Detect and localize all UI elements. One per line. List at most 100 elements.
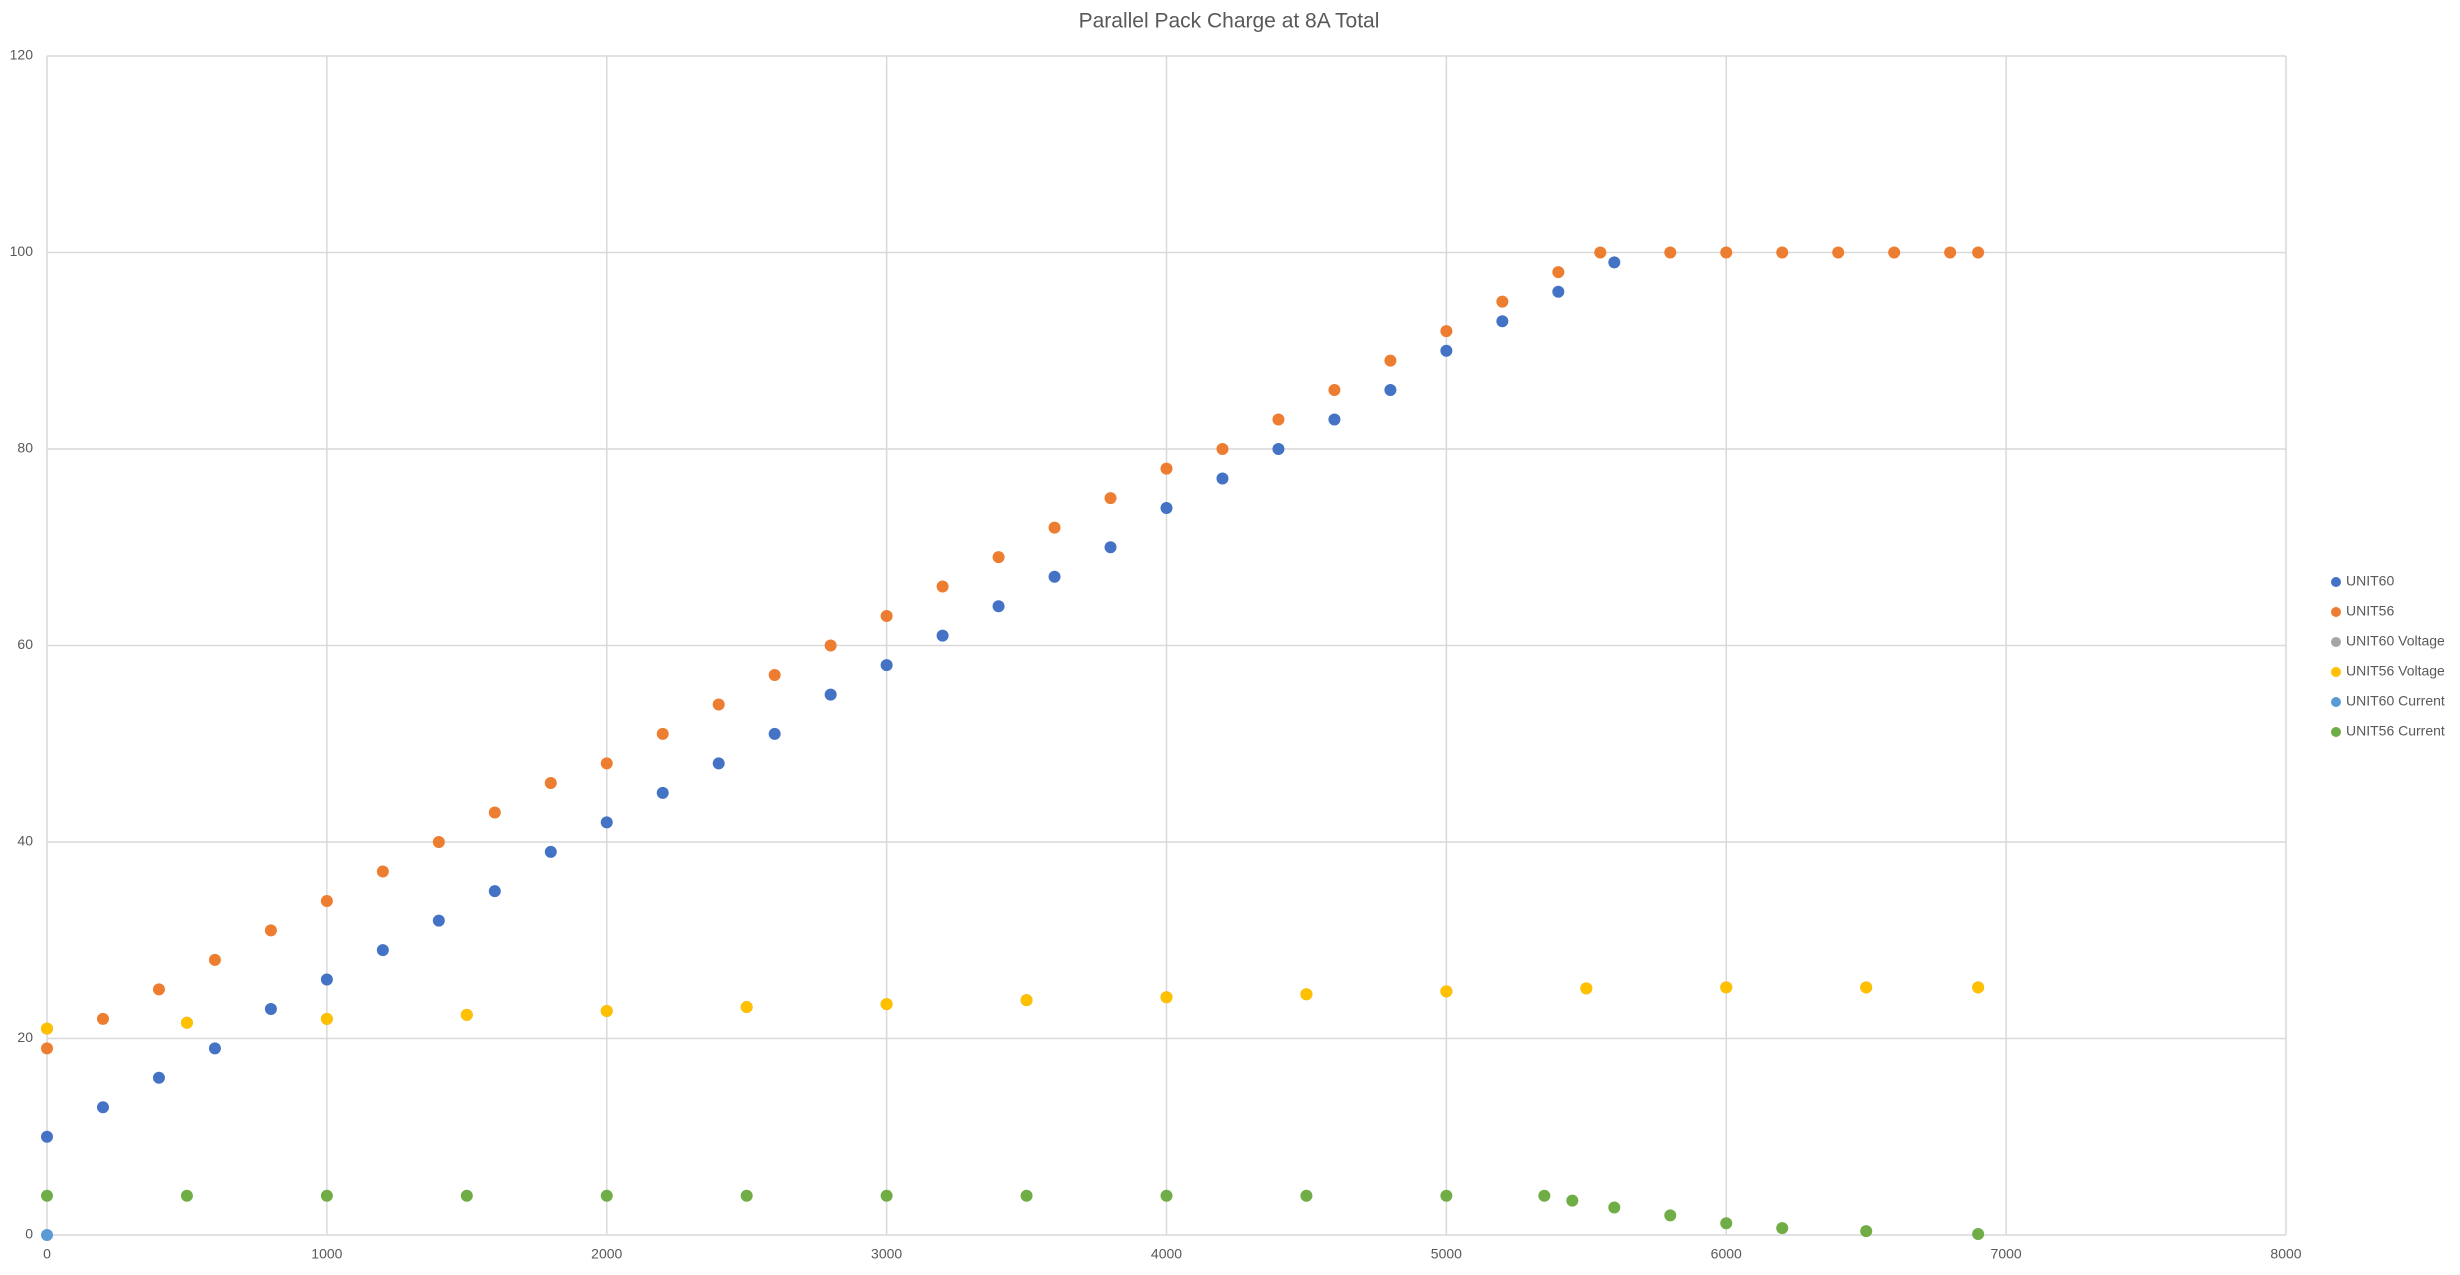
point — [1300, 988, 1313, 1001]
point — [1860, 981, 1873, 994]
y-tick-label: 60 — [17, 636, 33, 652]
legend-label: UNIT60 Voltage — [2346, 633, 2445, 649]
point — [1020, 1189, 1033, 1202]
legend-label: UNIT56 Current — [2346, 723, 2445, 739]
point — [1048, 521, 1061, 534]
point — [1972, 1228, 1985, 1241]
point — [1104, 541, 1117, 554]
legend-label: UNIT56 — [2346, 603, 2394, 619]
point — [992, 600, 1005, 613]
point — [1440, 985, 1453, 998]
point — [1944, 246, 1957, 259]
point — [488, 885, 501, 898]
point — [1608, 1201, 1621, 1214]
point — [41, 1229, 53, 1241]
y-tick-label: 80 — [17, 440, 33, 456]
point — [1440, 344, 1453, 357]
point — [1160, 462, 1173, 475]
point — [1496, 295, 1509, 308]
point — [712, 757, 725, 770]
point — [656, 727, 669, 740]
point — [41, 1022, 53, 1035]
point — [264, 1003, 277, 1016]
point — [1440, 1189, 1453, 1202]
point — [96, 1101, 109, 1114]
point — [96, 1012, 109, 1025]
point — [320, 894, 333, 907]
point — [880, 1189, 893, 1202]
point — [208, 1042, 221, 1055]
point — [1496, 315, 1509, 328]
point — [460, 1189, 473, 1202]
legend-marker — [2331, 577, 2341, 587]
point — [1972, 981, 1985, 994]
point — [1664, 246, 1677, 259]
x-tick-label: 8000 — [2270, 1246, 2301, 1262]
point — [1594, 246, 1607, 259]
point — [880, 610, 893, 623]
point — [1552, 285, 1565, 298]
point — [460, 1008, 473, 1021]
point — [656, 786, 669, 799]
legend-marker — [2331, 727, 2341, 737]
legend-label: UNIT56 Voltage — [2346, 663, 2445, 679]
point — [740, 1001, 753, 1014]
point — [376, 944, 389, 957]
y-tick-label: 100 — [10, 243, 34, 259]
point — [1440, 325, 1453, 338]
chart-title: Parallel Pack Charge at 8A Total — [1079, 10, 1380, 33]
point — [600, 1004, 613, 1017]
point — [600, 757, 613, 770]
point — [992, 551, 1005, 564]
y-tick-label: 0 — [25, 1226, 33, 1242]
point — [152, 1071, 165, 1084]
legend-marker — [2331, 637, 2341, 647]
point — [880, 659, 893, 672]
point — [376, 865, 389, 878]
point — [1048, 570, 1061, 583]
point — [1300, 1189, 1313, 1202]
point — [712, 698, 725, 711]
x-tick-label: 7000 — [1991, 1246, 2022, 1262]
point — [600, 816, 613, 829]
point — [1860, 1225, 1873, 1238]
point — [1720, 246, 1733, 259]
point — [41, 1042, 53, 1055]
point — [41, 1130, 53, 1143]
legend-marker — [2331, 667, 2341, 677]
point — [880, 998, 893, 1011]
point — [488, 806, 501, 819]
point — [152, 983, 165, 996]
x-tick-label: 0 — [43, 1246, 51, 1262]
point — [1160, 991, 1173, 1004]
legend-label: UNIT60 Current — [2346, 693, 2445, 709]
point — [1664, 1209, 1677, 1222]
point — [1216, 472, 1229, 485]
point — [1216, 443, 1229, 455]
point — [41, 1189, 53, 1202]
x-tick-label: 3000 — [871, 1246, 902, 1262]
point — [320, 973, 333, 986]
point — [824, 688, 837, 701]
point — [600, 1189, 613, 1202]
point — [1538, 1189, 1551, 1202]
point — [264, 924, 277, 937]
point — [544, 845, 557, 858]
point — [1104, 492, 1117, 505]
point — [180, 1189, 193, 1202]
point — [432, 836, 445, 848]
point — [1776, 1222, 1789, 1235]
point — [1580, 982, 1593, 995]
x-tick-label: 5000 — [1431, 1246, 1462, 1262]
point — [1328, 413, 1341, 426]
y-tick-label: 40 — [17, 833, 33, 849]
legend-marker — [2331, 607, 2341, 617]
x-tick-label: 2000 — [591, 1246, 622, 1262]
point — [1552, 266, 1565, 279]
point — [1608, 256, 1621, 269]
point — [208, 953, 221, 966]
point — [1328, 384, 1341, 397]
point — [768, 668, 781, 681]
point — [180, 1016, 193, 1029]
